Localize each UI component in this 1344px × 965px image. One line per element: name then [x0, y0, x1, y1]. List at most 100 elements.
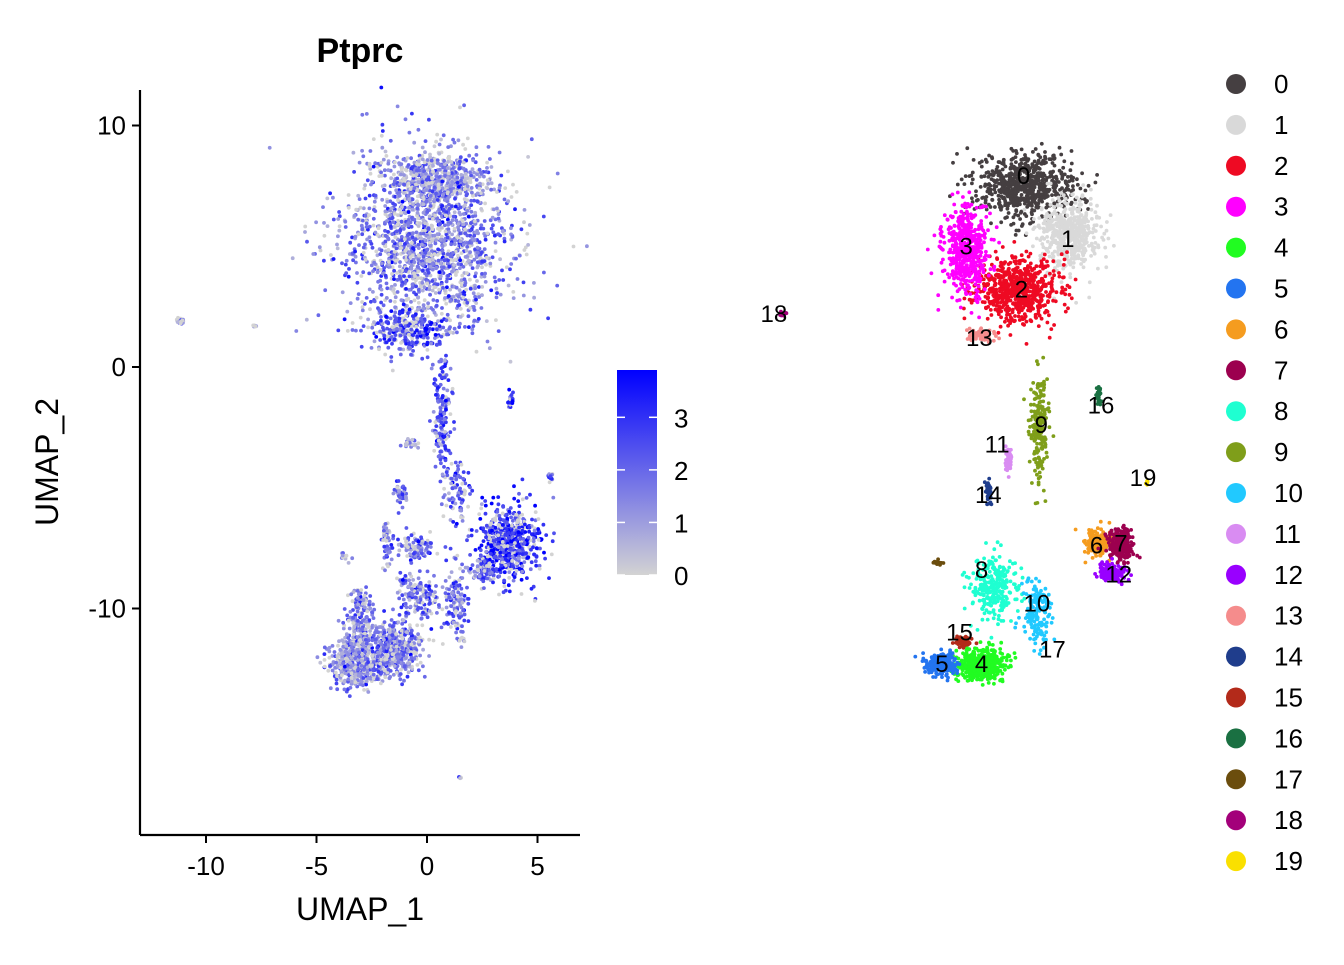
cell-point: [437, 359, 442, 364]
cell-point: [470, 167, 475, 172]
cell-point: [388, 669, 393, 673]
cell-point: [367, 271, 372, 276]
cell-point: [435, 327, 439, 332]
cell-point: [406, 221, 410, 226]
cell-point: [364, 225, 369, 229]
cell-point: [382, 168, 387, 173]
cell-point: [449, 160, 454, 164]
cell-point: [471, 324, 476, 328]
cell-point: [380, 145, 385, 150]
cell-point: [465, 245, 470, 249]
cell-point: [387, 676, 392, 681]
cell-point: [383, 657, 387, 662]
cell-point: [512, 496, 517, 501]
cell-point: [477, 285, 481, 289]
cell-point: [446, 145, 451, 150]
cell-point: [364, 296, 369, 300]
cell-point: [442, 238, 446, 243]
cell-point: [468, 277, 472, 282]
cell-point: [520, 512, 524, 517]
cell-point: [440, 306, 444, 310]
cell-point: [363, 183, 367, 188]
cell-point: [386, 564, 390, 569]
cell-point: [374, 626, 379, 631]
cell-point: [368, 307, 372, 312]
cell-point: [353, 656, 358, 661]
cell-point: [427, 654, 431, 658]
cell-point: [480, 495, 485, 500]
cell-point: [437, 324, 442, 328]
cell-point: [439, 137, 443, 142]
cell-point: [390, 265, 395, 270]
cell-point: [450, 218, 455, 223]
cell-point: [349, 655, 354, 660]
cell-point: [436, 226, 440, 231]
cell-point: [441, 265, 446, 270]
cell-point: [335, 674, 339, 678]
cell-point: [461, 212, 466, 216]
cell-point: [506, 199, 511, 204]
cell-point: [498, 550, 503, 555]
cell-point: [338, 647, 343, 652]
cell-point: [360, 305, 365, 310]
cell-point: [433, 241, 438, 246]
cell-point: [495, 510, 500, 514]
cell-point: [363, 213, 368, 218]
cell-point: [522, 248, 527, 252]
cell-point: [463, 283, 467, 287]
cell-point: [416, 539, 421, 544]
cell-point: [368, 629, 372, 633]
cell-point: [483, 503, 488, 508]
cell-point: [452, 263, 456, 267]
cell-point: [429, 366, 434, 371]
cell-point: [483, 280, 488, 284]
cell-point: [470, 266, 475, 270]
cell-point: [493, 217, 498, 222]
cell-point: [489, 181, 494, 186]
cell-point: [489, 521, 493, 525]
cell-point: [358, 315, 363, 320]
cell-point: [458, 315, 463, 319]
cell-point: [346, 636, 351, 640]
cell-point: [331, 257, 336, 261]
cell-point: [378, 625, 383, 629]
cell-point: [428, 194, 433, 198]
cell-point: [372, 339, 377, 344]
cell-point: [364, 221, 369, 226]
cell-point: [397, 613, 402, 617]
cell-point: [425, 247, 430, 252]
cell-point: [396, 655, 401, 660]
cell-point: [416, 545, 421, 550]
cell-point: [452, 427, 457, 431]
cell-point: [483, 530, 488, 534]
cell-point: [533, 599, 537, 603]
cell-point: [381, 538, 386, 542]
cell-point: [458, 321, 462, 326]
cell-point: [365, 623, 370, 628]
cell-point: [461, 295, 466, 300]
cell-point: [355, 296, 360, 301]
cell-point: [366, 676, 370, 680]
cell-point: [500, 268, 504, 273]
cell-point: [533, 510, 538, 514]
cell-point: [433, 378, 438, 382]
cell-point: [458, 239, 463, 244]
cell-point: [432, 573, 436, 578]
cell-point: [417, 569, 422, 573]
cell-point: [374, 295, 379, 300]
cell-point: [497, 574, 502, 579]
cell-point: [403, 242, 407, 246]
cell-point: [359, 274, 364, 278]
cell-point: [388, 138, 393, 143]
cell-point: [360, 627, 364, 631]
cell-point: [367, 287, 372, 292]
cell-point: [382, 188, 387, 193]
cell-point: [430, 238, 435, 243]
cell-point: [409, 300, 413, 304]
cell-point: [435, 232, 440, 237]
cell-point: [432, 448, 437, 453]
cell-point: [366, 317, 370, 322]
cell-point: [494, 567, 499, 571]
cell-point: [444, 407, 448, 412]
cell-point: [507, 387, 512, 392]
